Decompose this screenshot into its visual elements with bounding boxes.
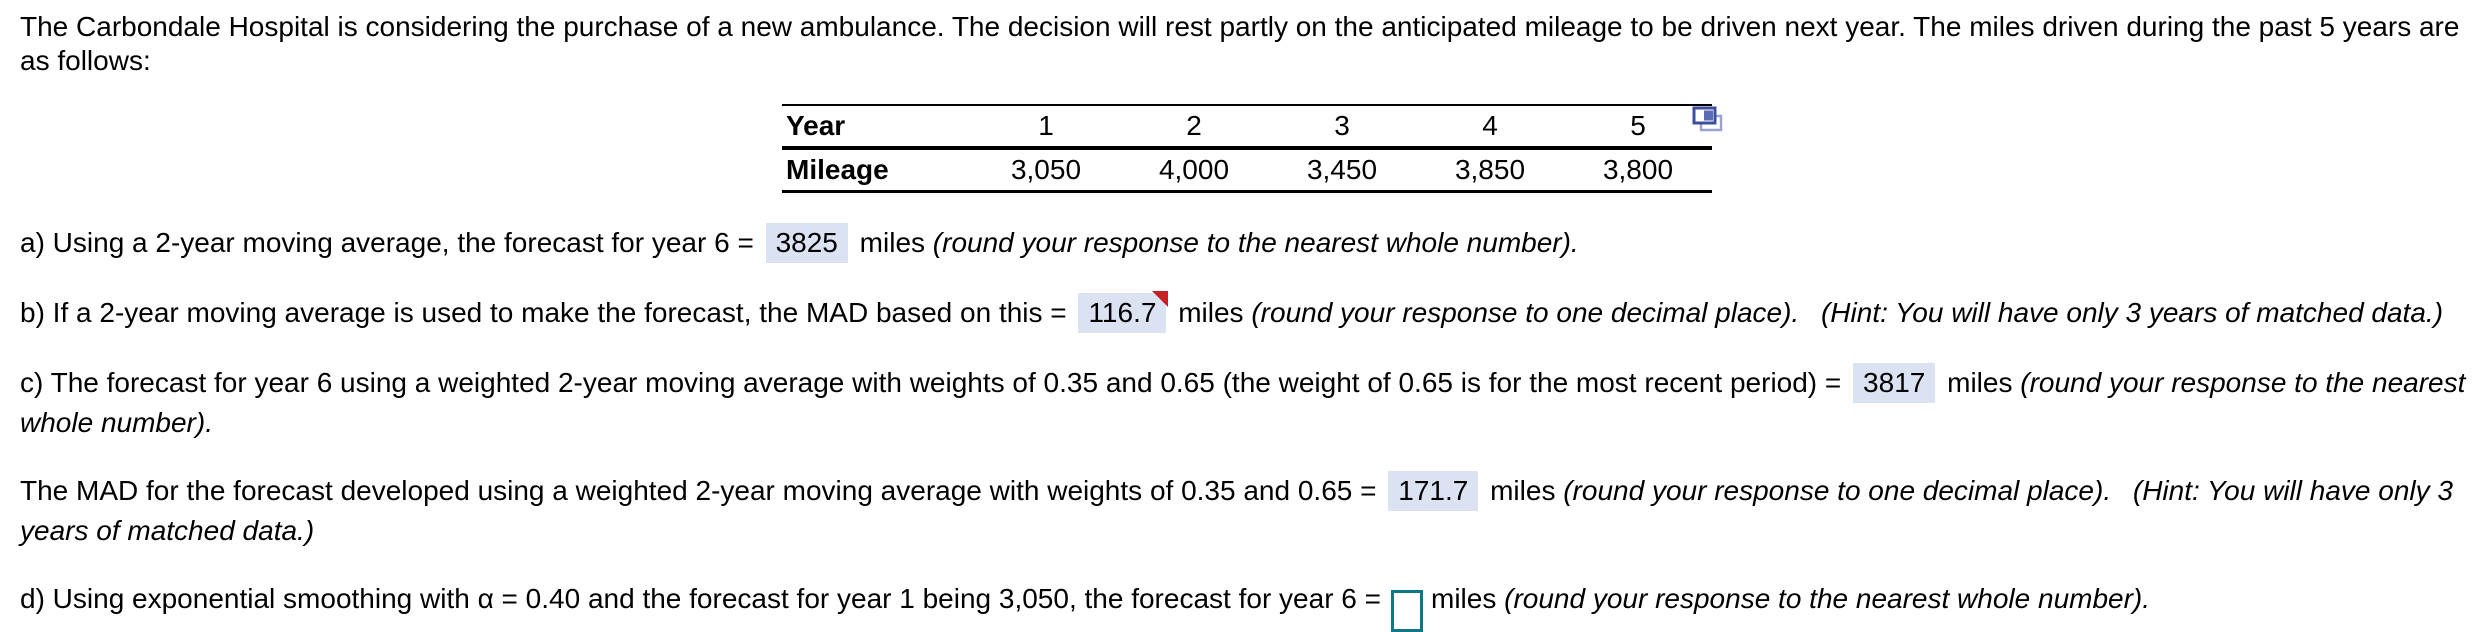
part-a-answer-field[interactable]: 3825 bbox=[765, 223, 848, 263]
part-d: d) Using exponential smoothing with α = … bbox=[20, 579, 2468, 632]
part-b-answer-value: 116.7 bbox=[1088, 297, 1157, 328]
part-c-mad-text: The MAD for the forecast developed using… bbox=[20, 475, 1377, 506]
mileage-table: Year 1 2 3 4 5 Mileage 3,050 4,000 3,450… bbox=[782, 104, 1712, 193]
year-cell: 3 bbox=[1334, 110, 1350, 141]
mileage-row-header: Mileage bbox=[786, 154, 889, 185]
part-d-text: d) Using exponential smoothing with α = … bbox=[20, 583, 1381, 614]
mileage-cell: 3,850 bbox=[1454, 154, 1526, 185]
mileage-cell: 3,050 bbox=[1010, 154, 1082, 185]
part-c-mad-unit: miles bbox=[1490, 475, 1556, 506]
part-c-mad-answer-field[interactable]: 171.7 bbox=[1388, 471, 1479, 511]
year-cell: 1 bbox=[1038, 110, 1054, 141]
year-cell: 2 bbox=[1186, 110, 1202, 141]
incorrect-flag-icon bbox=[1152, 291, 1169, 307]
part-b-text: b) If a 2-year moving average is used to… bbox=[20, 297, 1067, 328]
year-row-header: Year bbox=[786, 110, 846, 141]
mileage-cell: 4,000 bbox=[1158, 154, 1230, 185]
part-b-unit: miles bbox=[1178, 297, 1244, 328]
part-c-rounding-note: (round your response to the nearest whol… bbox=[20, 367, 2466, 438]
part-a-text: a) Using a 2-year moving average, the fo… bbox=[20, 227, 754, 258]
part-b-answer-field[interactable]: 116.7 bbox=[1078, 291, 1169, 333]
part-a-unit: miles bbox=[859, 227, 926, 258]
part-d-answer-input[interactable] bbox=[1391, 590, 1423, 632]
part-c-mad-hint: (Hint: You will have only 3 years of mat… bbox=[20, 475, 2453, 546]
popup-copy-icon[interactable] bbox=[1692, 106, 1724, 134]
part-c-unit: miles bbox=[1947, 367, 2013, 398]
mileage-cell: 3,450 bbox=[1306, 154, 1378, 185]
problem-statement: The Carbondale Hospital is considering t… bbox=[20, 11, 2460, 76]
part-d-unit: miles bbox=[1431, 583, 1497, 614]
part-c-text: c) The forecast for year 6 using a weigh… bbox=[20, 367, 1842, 398]
part-a-rounding-note: (round your response to the nearest whol… bbox=[932, 227, 1579, 258]
mileage-cell: 3,800 bbox=[1602, 154, 1674, 185]
part-b-hint: (Hint: You will have only 3 years of mat… bbox=[1820, 297, 2444, 328]
part-c: c) The forecast for year 6 using a weigh… bbox=[20, 363, 2468, 443]
year-cell: 5 bbox=[1630, 110, 1646, 141]
part-c-mad-rounding-note: (round your response to one decimal plac… bbox=[1563, 475, 2112, 506]
part-b: b) If a 2-year moving average is used to… bbox=[20, 291, 2468, 333]
part-c-mad: The MAD for the forecast developed using… bbox=[20, 471, 2468, 551]
part-c-answer-field[interactable]: 3817 bbox=[1853, 363, 1936, 403]
part-d-rounding-note: (round your response to the nearest whol… bbox=[1504, 583, 2151, 614]
part-a: a) Using a 2-year moving average, the fo… bbox=[20, 223, 2468, 263]
table-row: Year 1 2 3 4 5 bbox=[782, 105, 1712, 148]
part-b-rounding-note: (round your response to one decimal plac… bbox=[1251, 297, 1800, 328]
table-row: Mileage 3,050 4,000 3,450 3,850 3,800 bbox=[782, 148, 1712, 192]
year-cell: 4 bbox=[1482, 110, 1498, 141]
data-table-wrapper: Year 1 2 3 4 5 Mileage 3,050 4,000 3,450… bbox=[782, 104, 1723, 193]
